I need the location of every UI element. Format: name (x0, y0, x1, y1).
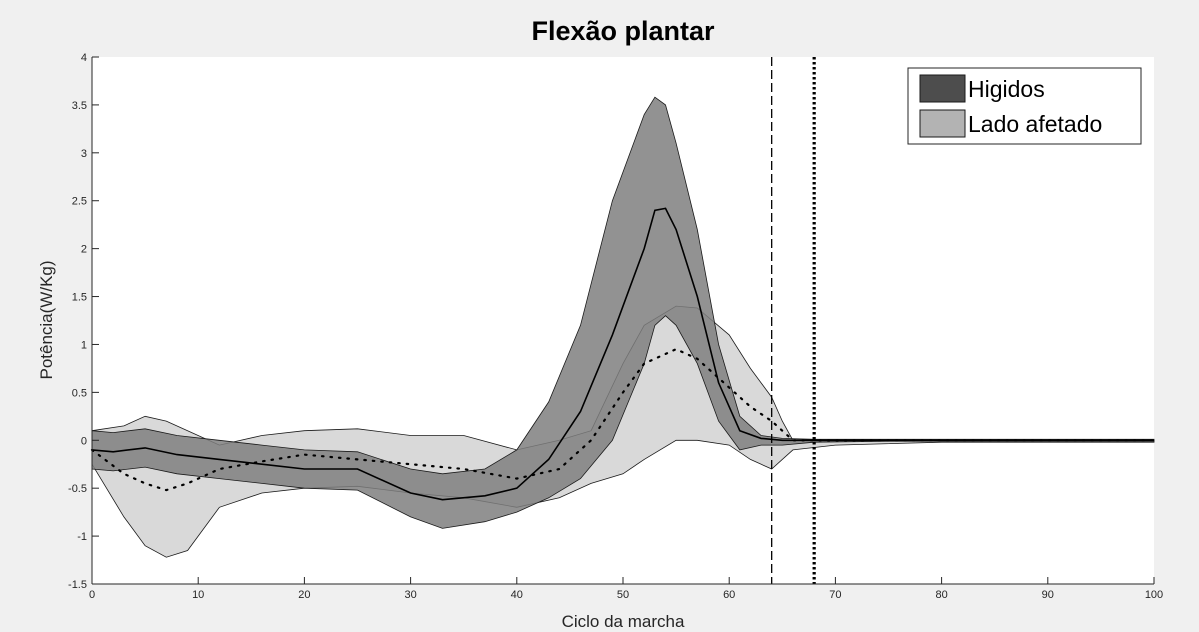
lines-layer (90, 207, 1156, 501)
y-axis-label: Potência(W/Kg) (37, 260, 56, 379)
y-tick-label: 4 (81, 52, 87, 64)
y-tick-label: -1.5 (68, 579, 87, 591)
mean-line-lado-afetado (90, 347, 1156, 492)
legend-label: Higidos (968, 76, 1045, 102)
y-tick-label: 0 (81, 435, 87, 447)
y-tick-label: 1.5 (72, 292, 87, 304)
x-axis-label: Ciclo da marcha (562, 612, 685, 631)
y-tick-label: -1 (77, 531, 87, 543)
legend: Higidos Lado afetado (907, 67, 1142, 145)
y-tick-label: 2 (81, 244, 87, 256)
legend-swatch (919, 74, 966, 103)
bands-layer (91, 96, 1155, 558)
x-tick-label: 40 (511, 589, 523, 601)
y-tick-label: 1 (81, 339, 87, 351)
band-higidos (91, 96, 1155, 529)
legend-swatch (919, 109, 966, 138)
y-tick-label: 3 (81, 148, 87, 160)
y-tick-label: 0.5 (72, 387, 87, 399)
x-tick-label: 60 (723, 589, 735, 601)
x-tick-label: 100 (1145, 589, 1163, 601)
reference-lines-layer (771, 57, 816, 584)
y-tick-label: 2.5 (72, 196, 87, 208)
x-tick-label: 90 (1042, 589, 1054, 601)
y-tick-label: 3.5 (72, 100, 87, 112)
x-tick-label: 0 (89, 589, 95, 601)
x-tick-label: 10 (192, 589, 204, 601)
axes-layer: 0 10 20 30 40 50 60 70 80 90 100 -1.5 -1 -0.5 0 0.5 1 1.5… (68, 52, 1163, 601)
x-tick-label: 30 (404, 589, 416, 601)
x-tick-label: 50 (617, 589, 629, 601)
y-tick-label: -0.5 (68, 483, 87, 495)
legend-label: Lado afetado (968, 111, 1102, 137)
x-tick-label: 70 (829, 589, 841, 601)
x-tick-label: 20 (298, 589, 310, 601)
chart-title: Flexão plantar (531, 16, 715, 46)
x-tick-label: 80 (935, 589, 947, 601)
